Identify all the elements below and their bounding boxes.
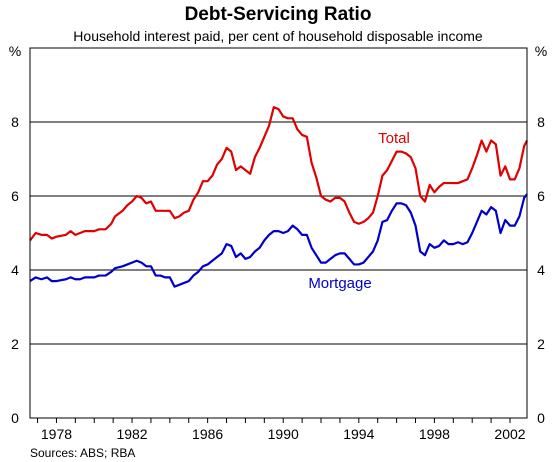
series-line-mortgage [29,193,528,288]
y-tick-label-left: 4 [11,262,19,278]
chart-title: Debt-Servicing Ratio [185,4,372,25]
chart-subtitle: Household interest paid, per cent of hou… [73,28,483,44]
y-tick-label-left: 6 [11,188,19,204]
chart-source: Sources: ABS; RBA [30,446,135,460]
x-tick-label-1990: 1990 [268,426,299,442]
y-unit-label-right: % [535,43,547,59]
x-ticks: 1978 1982 1986 1990 1994 1998 2002 [37,418,526,442]
series-label-mortgage: Mortgage [308,275,371,292]
series-line-total [29,106,528,242]
y-tick-label-left: 0 [11,410,19,426]
y-tick-labels: 0 0 2 2 4 4 6 6 8 8 [11,114,545,426]
y-tick-label-left: 8 [11,114,19,130]
x-tick-label-1978: 1978 [41,426,72,442]
y-tick-label-right: 4 [537,262,545,278]
x-tick-label-1998: 1998 [419,426,450,442]
y-tick-label-left: 2 [11,336,19,352]
series-label-total: Total [378,130,410,147]
y-tick-label-right: 8 [537,114,545,130]
plot-frame [29,47,528,419]
y-tick-label-right: 6 [537,188,545,204]
y-tick-label-right: 2 [537,336,545,352]
y-unit-label-left: % [9,43,21,59]
gridlines [30,121,527,345]
x-tick-label-1986: 1986 [192,426,223,442]
x-tick-label-1982: 1982 [116,426,147,442]
y-tick-label-right: 0 [537,410,545,426]
x-tick-label-2002: 2002 [494,426,525,442]
series-lines [29,106,528,288]
x-tick-label-1994: 1994 [343,426,374,442]
